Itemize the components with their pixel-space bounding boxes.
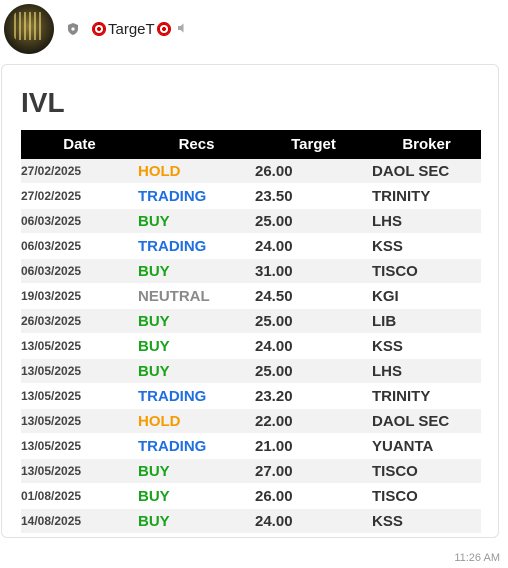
column-header-date: Date xyxy=(21,130,138,159)
target-price-cell: 25.00 xyxy=(255,358,372,384)
date-cell: 06/03/2025 xyxy=(21,208,138,234)
broker-cell: TISCO xyxy=(372,458,481,484)
table-row: 06/03/2025 TRADING 24.00 KSS xyxy=(21,233,481,259)
broker-cell: KSS xyxy=(372,508,481,534)
date-cell: 13/05/2025 xyxy=(21,333,138,359)
broker-cell: DAOL SEC xyxy=(372,159,481,184)
target-price-cell: 23.20 xyxy=(255,383,372,409)
recommendation-cell: BUY xyxy=(138,483,255,509)
message-card: IVL Date Recs Target Broker 27/02/2025 HO… xyxy=(1,64,499,538)
table-row: 27/02/2025 HOLD 26.00 DAOL SEC xyxy=(21,159,481,184)
date-cell: 14/08/2025 xyxy=(21,508,138,534)
date-cell: 06/03/2025 xyxy=(21,258,138,284)
recommendation-cell: TRADING xyxy=(138,183,255,209)
broker-cell: TISCO xyxy=(372,483,481,509)
broker-cell: KSS xyxy=(372,333,481,359)
broker-cell: KSS xyxy=(372,233,481,259)
table-row: 13/05/2025 BUY 25.00 LHS xyxy=(21,358,481,384)
table-row: 13/05/2025 BUY 27.00 TISCO xyxy=(21,458,481,484)
broker-cell: TRINITY xyxy=(372,383,481,409)
date-cell: 13/05/2025 xyxy=(21,433,138,459)
table-row: 14/08/2025 BUY 24.00 KSS xyxy=(21,508,481,534)
recommendation-cell: BUY xyxy=(138,358,255,384)
table-row: 19/03/2025 NEUTRAL 24.50 KGI xyxy=(21,283,481,309)
message-timestamp: 11:26 AM xyxy=(454,552,500,564)
recommendation-cell: BUY xyxy=(138,508,255,534)
table-row: 27/02/2025 TRADING 23.50 TRINITY xyxy=(21,183,481,209)
table-row: 06/03/2025 BUY 25.00 LHS xyxy=(21,208,481,234)
target-price-cell: 25.00 xyxy=(255,308,372,334)
target-price-cell: 26.00 xyxy=(255,483,372,509)
target-price-cell: 21.00 xyxy=(255,433,372,459)
column-header-target: Target xyxy=(255,130,372,159)
sender-name[interactable]: TargeT xyxy=(92,21,171,38)
column-header-recs: Recs xyxy=(138,130,255,159)
table-header-row: Date Recs Target Broker xyxy=(21,130,481,159)
date-cell: 27/02/2025 xyxy=(21,159,138,184)
table-row: 13/05/2025 HOLD 22.00 DAOL SEC xyxy=(21,408,481,434)
table-row: 13/05/2025 TRADING 23.20 TRINITY xyxy=(21,383,481,409)
recommendation-cell: BUY xyxy=(138,333,255,359)
recommendation-cell: BUY xyxy=(138,208,255,234)
recommendation-cell: HOLD xyxy=(138,159,255,184)
date-cell: 26/03/2025 xyxy=(21,308,138,334)
broker-cell: KGI xyxy=(372,283,481,309)
date-cell: 06/03/2025 xyxy=(21,233,138,259)
recommendation-cell: TRADING xyxy=(138,383,255,409)
target-price-cell: 23.50 xyxy=(255,183,372,209)
target-price-cell: 25.00 xyxy=(255,208,372,234)
target-price-cell: 24.50 xyxy=(255,283,372,309)
recommendation-cell: BUY xyxy=(138,258,255,284)
chat-header: TargeT xyxy=(4,4,189,54)
target-price-cell: 24.00 xyxy=(255,233,372,259)
recommendations-table: Date Recs Target Broker 27/02/2025 HOLD 26… xyxy=(21,130,481,534)
recommendation-cell: BUY xyxy=(138,308,255,334)
target-price-cell: 27.00 xyxy=(255,458,372,484)
table-row: 13/05/2025 TRADING 21.00 YUANTA xyxy=(21,433,481,459)
date-cell: 01/08/2025 xyxy=(21,483,138,509)
recommendation-cell: BUY xyxy=(138,458,255,484)
recommendation-cell: HOLD xyxy=(138,408,255,434)
target-price-cell: 24.00 xyxy=(255,508,372,534)
target-price-cell: 31.00 xyxy=(255,258,372,284)
broker-cell: YUANTA xyxy=(372,433,481,459)
target-price-cell: 26.00 xyxy=(255,159,372,184)
shield-icon xyxy=(66,22,80,36)
table-row: 06/03/2025 BUY 31.00 TISCO xyxy=(21,258,481,284)
recommendation-cell: TRADING xyxy=(138,433,255,459)
table-row: 26/03/2025 BUY 25.00 LIB xyxy=(21,308,481,334)
broker-cell: LIB xyxy=(372,308,481,334)
broker-cell: LHS xyxy=(372,358,481,384)
sender-name-text: TargeT xyxy=(108,20,155,38)
broker-cell: DAOL SEC xyxy=(372,408,481,434)
recommendation-cell: TRADING xyxy=(138,233,255,259)
table-row: 01/08/2025 BUY 26.00 TISCO xyxy=(21,483,481,509)
broker-cell: TRINITY xyxy=(372,183,481,209)
target-price-cell: 22.00 xyxy=(255,408,372,434)
date-cell: 13/05/2025 xyxy=(21,383,138,409)
broker-cell: LHS xyxy=(372,208,481,234)
date-cell: 19/03/2025 xyxy=(21,283,138,309)
date-cell: 13/05/2025 xyxy=(21,408,138,434)
broker-cell: TISCO xyxy=(372,258,481,284)
target-price-cell: 24.00 xyxy=(255,333,372,359)
table-row: 13/05/2025 BUY 24.00 KSS xyxy=(21,333,481,359)
date-cell: 27/02/2025 xyxy=(21,183,138,209)
date-cell: 13/05/2025 xyxy=(21,358,138,384)
avatar[interactable] xyxy=(4,4,54,54)
date-cell: 13/05/2025 xyxy=(21,458,138,484)
mute-icon[interactable] xyxy=(177,22,189,37)
recommendation-cell: NEUTRAL xyxy=(138,283,255,309)
page-title: IVL xyxy=(21,87,65,118)
target-emoji-icon xyxy=(92,22,106,36)
target-emoji-icon xyxy=(156,22,171,36)
column-header-broker: Broker xyxy=(372,130,481,159)
